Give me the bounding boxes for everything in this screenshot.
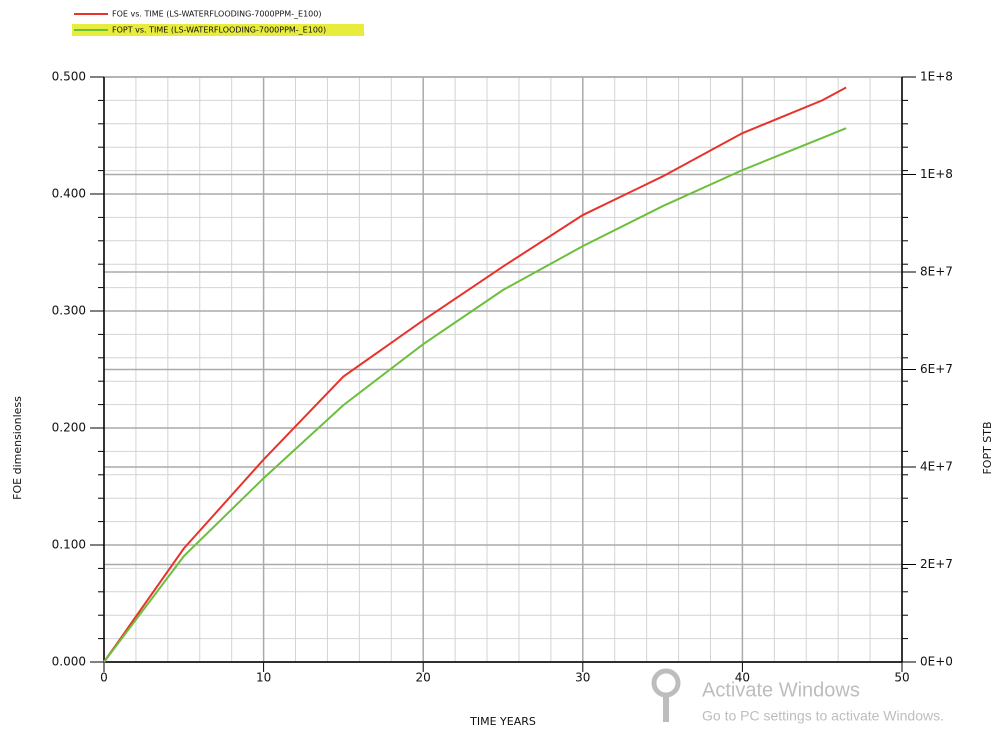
- y-tick-label: 0.100: [52, 538, 86, 552]
- y2-tick-label: 1E+8: [920, 70, 953, 84]
- key-icon: [651, 668, 681, 698]
- y2-tick-label: 8E+7: [920, 265, 953, 279]
- y2-tick-label: 6E+7: [920, 362, 953, 376]
- watermark: Activate Windows Go to PC settings to ac…: [651, 668, 944, 724]
- y-tick-label: 0.200: [52, 421, 86, 435]
- x-tick-label: 0: [100, 671, 108, 685]
- x-tick-label: 20: [416, 671, 431, 685]
- watermark-subtitle: Go to PC settings to activate Windows.: [702, 708, 944, 724]
- x-axis-label: TIME YEARS: [469, 715, 536, 728]
- legend-highlight: [72, 24, 364, 36]
- y2-tick-label: 2E+7: [920, 557, 953, 571]
- key-icon: [663, 694, 669, 722]
- x-tick-label: 30: [575, 671, 590, 685]
- y-tick-label: 0.300: [52, 304, 86, 318]
- x-tick-label: 10: [256, 671, 271, 685]
- y2-tick-label: 4E+7: [920, 460, 953, 474]
- plot: 0 10 20 30 40 50 0.000 0.100 0.200 0.300 0.400 0.50…: [52, 10, 953, 685]
- y-tick-label: 0.500: [52, 70, 86, 84]
- y-axis-label: FOE dimensionless: [11, 396, 24, 500]
- y2-axis-label: FOPT STB: [981, 421, 994, 474]
- series-line: [103, 86, 847, 663]
- watermark-title: Activate Windows: [702, 679, 860, 701]
- y2-tick-label: 0E+0: [920, 655, 953, 669]
- x-tick-label: 40: [735, 671, 750, 685]
- y2-tick-label: 1E+8: [920, 167, 953, 181]
- y-tick-label: 0.000: [52, 655, 86, 669]
- series-line: [103, 127, 847, 663]
- x-tick-label: 50: [894, 671, 909, 685]
- legend-label: FOE vs. TIME (LS-WATERFLOODING-7000PPM-_…: [112, 10, 321, 19]
- legend-label: FOPT vs. TIME (LS-WATERFLOODING-7000PPM-…: [112, 26, 326, 35]
- y-tick-label: 0.400: [52, 187, 86, 201]
